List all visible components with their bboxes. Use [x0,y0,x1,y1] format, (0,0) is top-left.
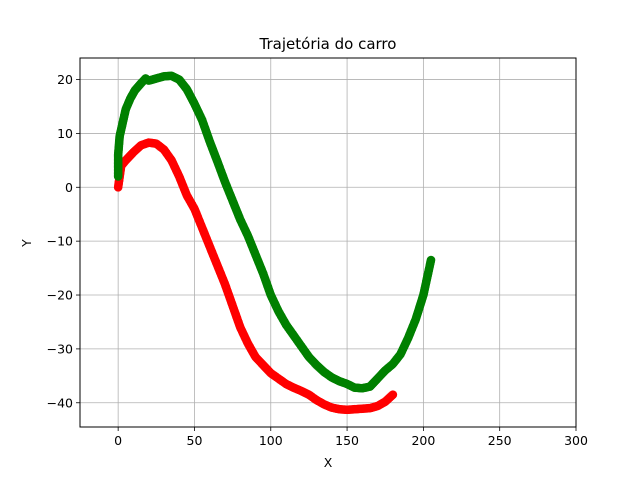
series-1 [113,138,398,415]
ticks: 0 50 100 150 200 250 300 −40 −30 −20 −10 0 10 20 [47,72,588,448]
y-tick-label: 20 [57,72,73,87]
x-tick-label: 100 [259,433,283,448]
y-tick-label: −40 [47,395,73,410]
x-tick-label: 0 [114,433,122,448]
x-tick-label: 50 [187,433,203,448]
x-tick-label: 250 [488,433,512,448]
y-axis-label: Y [19,239,34,248]
y-tick-label: −20 [47,288,73,303]
x-tick-label: 150 [335,433,359,448]
plot-frame [79,57,577,428]
chart-title: Trajetória do carro [259,35,397,53]
series-layer [113,71,436,415]
y-tick-label: −10 [47,234,73,249]
plot-area [80,58,576,427]
y-tick-label: 10 [57,126,73,141]
x-axis-label: X [324,455,333,470]
x-tick-label: 200 [411,433,435,448]
data-point [426,255,436,265]
x-tick-label: 300 [564,433,588,448]
series-2 [113,71,436,393]
y-tick-label: 0 [65,180,73,195]
y-tick-label: −30 [47,341,73,356]
data-point [388,390,398,399]
